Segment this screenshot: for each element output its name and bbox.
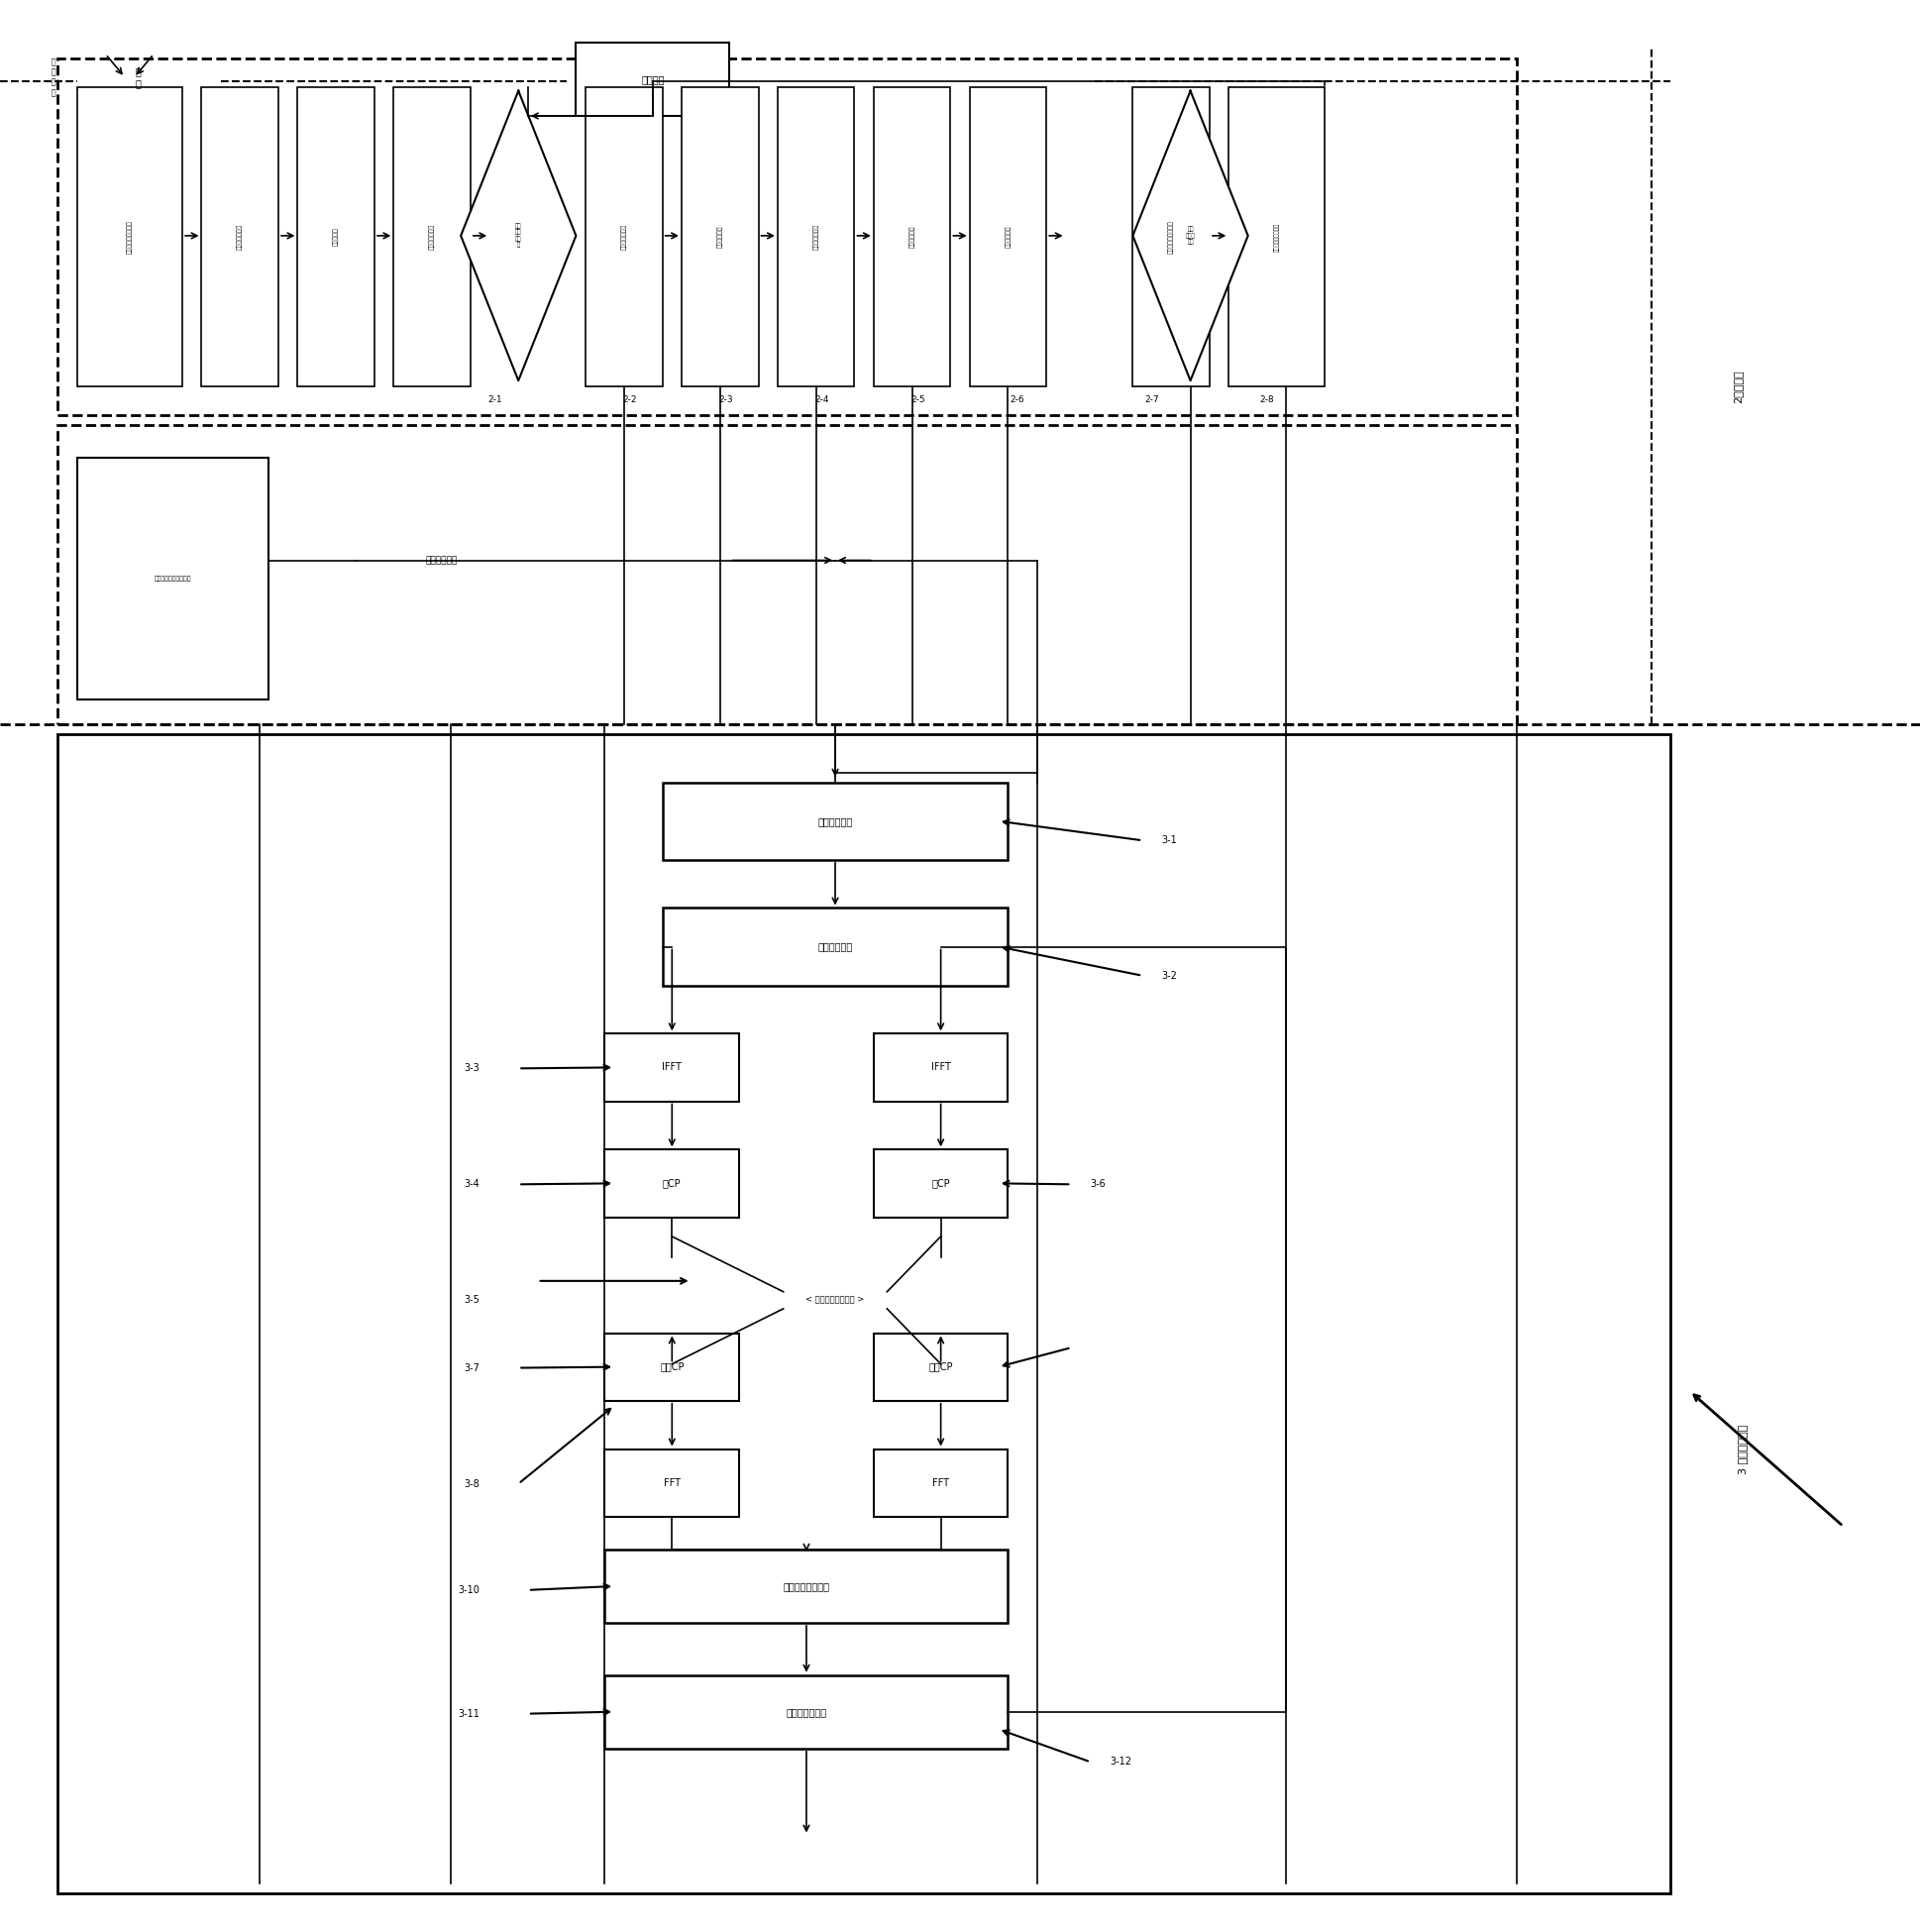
Bar [874, 87, 950, 386]
Text: 认
知
传
输: 认 知 传 输 [52, 58, 56, 97]
Text: 3-7: 3-7 [465, 1362, 480, 1374]
Text: 3-1: 3-1 [1162, 835, 1177, 846]
Bar [77, 87, 182, 386]
Text: 去加CP: 去加CP [660, 1362, 684, 1372]
Bar [298, 87, 374, 386]
Text: 功率
分配
优化
器: 功率 分配 优化 器 [515, 224, 522, 247]
Text: 3-10: 3-10 [459, 1584, 480, 1596]
Text: 信道估计器: 信道估计器 [334, 228, 338, 245]
Text: IFFT: IFFT [662, 1063, 682, 1072]
Text: 2-1: 2-1 [488, 396, 503, 404]
Text: 频谱感知器小层帧模块: 频谱感知器小层帧模块 [154, 576, 192, 582]
Text: 去加CP: 去加CP [929, 1362, 952, 1372]
Text: 调度信息反馈: 调度信息反馈 [426, 556, 457, 564]
Text: 调制层路数据: 调制层路数据 [818, 815, 852, 827]
Text: 制动
子系统
管理: 制动 子系统 管理 [1185, 226, 1196, 245]
Text: 3-2: 3-2 [1162, 970, 1177, 981]
Text: 频谱感知器模块: 频谱感知器模块 [430, 224, 434, 249]
Polygon shape [1133, 91, 1248, 381]
Text: 主
用: 主 用 [134, 66, 142, 89]
Polygon shape [461, 91, 576, 381]
Bar [1133, 87, 1210, 386]
Text: 2-2: 2-2 [622, 396, 637, 404]
Text: 押制子载波分配: 押制子载波分配 [814, 224, 818, 249]
Bar [778, 87, 854, 386]
Bar [605, 1333, 739, 1401]
Bar [874, 1150, 1008, 1217]
Text: 加CP: 加CP [931, 1179, 950, 1188]
Bar [202, 87, 278, 386]
Bar [605, 1034, 739, 1101]
Text: 3-12: 3-12 [1110, 1756, 1131, 1768]
Text: 空间分层恢复算法: 空间分层恢复算法 [783, 1580, 829, 1592]
Text: 功率分配优化器: 功率分配优化器 [622, 224, 626, 249]
Text: 2-4: 2-4 [814, 396, 829, 404]
Text: 内容是否分配: 内容是否分配 [1006, 226, 1010, 247]
Bar [662, 782, 1008, 860]
Text: 空间分层编码: 空间分层编码 [818, 941, 852, 952]
Text: 3-5: 3-5 [465, 1294, 480, 1306]
Text: 射频模块下变频: 射频模块下变频 [238, 224, 242, 249]
Text: 频谱感知: 频谱感知 [641, 73, 664, 85]
Bar [662, 908, 1008, 985]
Bar [586, 87, 662, 386]
Bar [970, 87, 1046, 386]
Text: 2主用模块: 2主用模块 [1732, 369, 1743, 404]
Text: 3 认知传输模块: 3 认知传输模块 [1738, 1424, 1747, 1474]
Bar [1229, 87, 1325, 386]
Text: 2-8: 2-8 [1260, 396, 1275, 404]
Bar [394, 87, 470, 386]
Text: 3-8: 3-8 [465, 1478, 480, 1490]
Text: FFT: FFT [664, 1478, 680, 1488]
Text: 制动子系统管理模块: 制动子系统管理模块 [1169, 220, 1173, 253]
Text: 3-3: 3-3 [465, 1063, 480, 1074]
Text: 3-6: 3-6 [1091, 1179, 1106, 1190]
Text: FFT: FFT [933, 1478, 948, 1488]
Text: IFFT: IFFT [931, 1063, 950, 1072]
Text: 媒体访问控制器: 媒体访问控制器 [785, 1706, 828, 1718]
Text: 2-5: 2-5 [910, 396, 925, 404]
Bar [58, 58, 1517, 415]
Text: 认知无线电层接收机: 认知无线电层接收机 [127, 220, 132, 253]
Bar [874, 1449, 1008, 1517]
Text: 3-4: 3-4 [465, 1179, 480, 1190]
Bar [605, 1675, 1008, 1748]
Bar [605, 1549, 1008, 1623]
Text: 2-3: 2-3 [718, 396, 733, 404]
Bar [605, 1150, 739, 1217]
Text: 调制分组分配: 调制分组分配 [718, 226, 722, 247]
Bar [874, 1034, 1008, 1101]
Text: < 压缩感知信号变换 >: < 压缩感知信号变换 > [806, 1296, 864, 1304]
Bar [58, 734, 1670, 1893]
Text: 帧格子帧控制: 帧格子帧控制 [910, 226, 914, 247]
Bar [874, 1333, 1008, 1401]
Bar [58, 425, 1517, 724]
Text: 加CP: 加CP [662, 1179, 682, 1188]
Text: 制动子系统管理模块: 制动子系统管理模块 [1275, 222, 1279, 251]
Bar [576, 43, 730, 116]
Bar [682, 87, 758, 386]
Bar [605, 1449, 739, 1517]
Text: 2-6: 2-6 [1010, 396, 1025, 404]
Text: 3-11: 3-11 [459, 1708, 480, 1719]
Text: 2-7: 2-7 [1144, 396, 1160, 404]
Bar [77, 458, 269, 699]
